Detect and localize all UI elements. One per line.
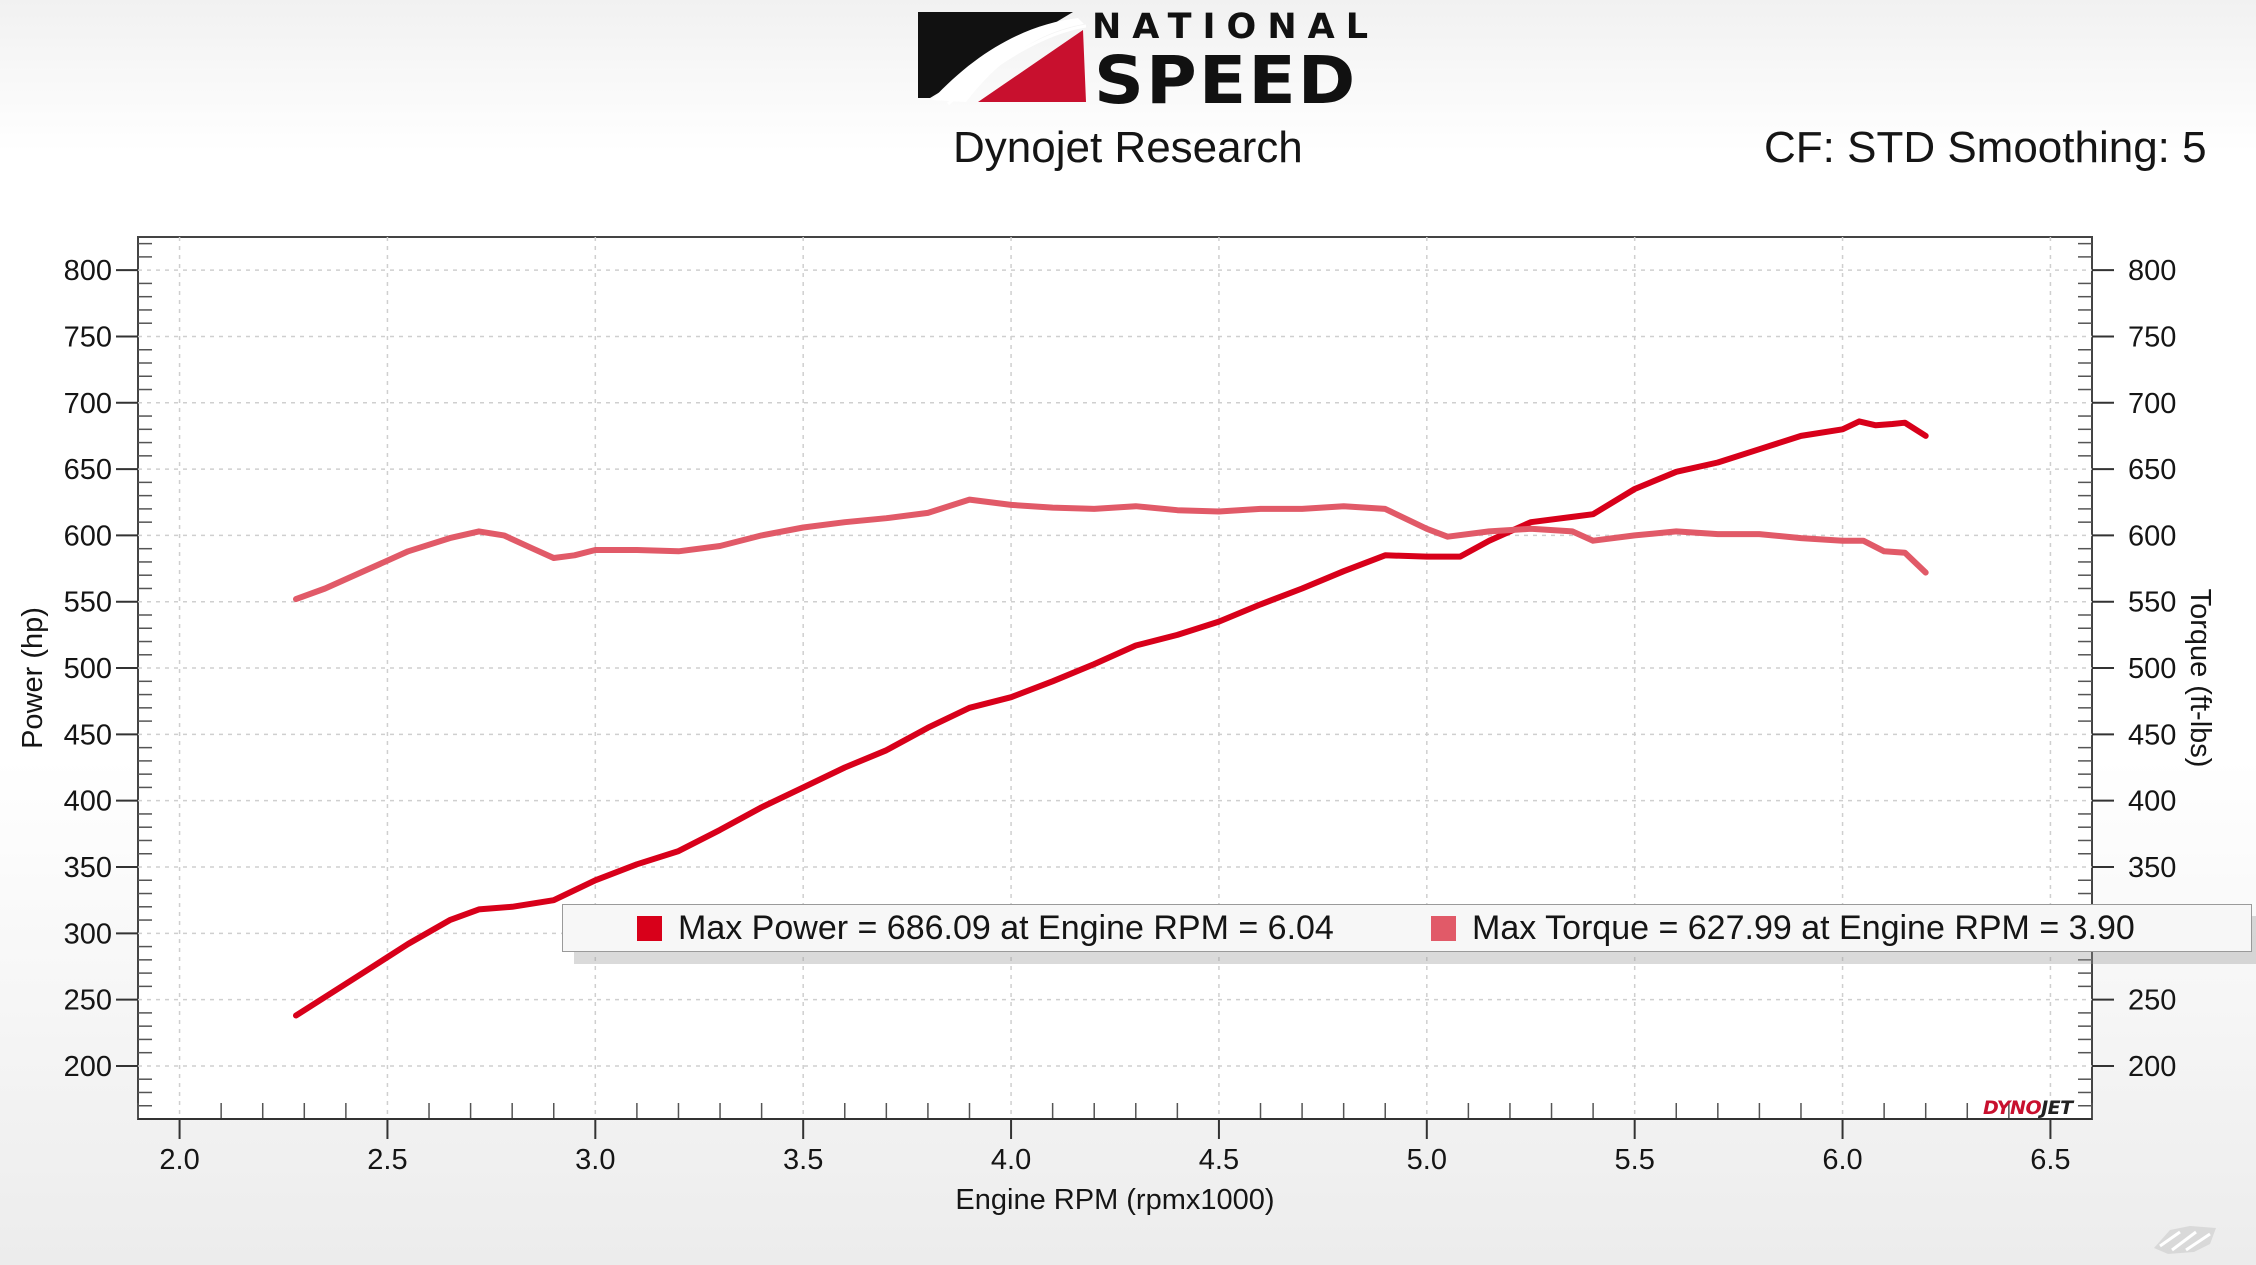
left-tick-label: 250	[64, 985, 112, 1017]
correction-settings: CF: STD Smoothing: 5	[1764, 123, 2207, 172]
left-tick-label: 300	[64, 918, 112, 950]
legend-annotation-box: Max Power = 686.09 at Engine RPM = 6.04 …	[562, 904, 2252, 952]
left-tick-label: 200	[64, 1051, 112, 1083]
brand-logo: NATIONAL SPEED	[918, 10, 1368, 114]
left-tick-label: 550	[64, 587, 112, 619]
left-tick-label: 600	[64, 520, 112, 552]
x-tick-label: 5.0	[1407, 1144, 1447, 1176]
max-torque-annotation: Max Torque = 627.99 at Engine RPM = 3.90	[1472, 909, 2135, 947]
right-tick-label: 250	[2128, 985, 2176, 1017]
x-tick-label: 6.5	[2030, 1144, 2070, 1176]
left-tick-label: 400	[64, 786, 112, 818]
torque-swatch	[1431, 915, 1456, 941]
left-tick-label: 750	[64, 321, 112, 353]
left-tick-label: 500	[64, 653, 112, 685]
series-line-power	[293, 418, 1929, 1019]
right-tick-label: 500	[2128, 653, 2176, 685]
right-tick-label: 800	[2128, 255, 2176, 287]
power-swatch	[637, 915, 662, 941]
right-tick-label: 400	[2128, 786, 2176, 818]
legend-item-torque: Max Torque = 627.99 at Engine RPM = 3.90	[1431, 909, 2135, 947]
series-layer	[293, 418, 1929, 1019]
chart-subtitle: Dynojet Research	[953, 123, 1303, 172]
brand-name-top: NATIONAL	[1092, 7, 1379, 47]
x-tick-label: 4.5	[1199, 1144, 1239, 1176]
x-tick-label: 2.5	[367, 1144, 407, 1176]
x-tick-label: 2.0	[159, 1144, 199, 1176]
left-tick-label: 650	[64, 454, 112, 486]
right-tick-label: 750	[2128, 321, 2176, 353]
left-tick-label: 350	[64, 852, 112, 884]
right-tick-label: 650	[2128, 454, 2176, 486]
right-tick-label: 350	[2128, 852, 2176, 884]
max-power-annotation: Max Power = 686.09 at Engine RPM = 6.04	[678, 909, 1334, 947]
right-tick-label: 200	[2128, 1051, 2176, 1083]
right-tick-label: 450	[2128, 719, 2176, 751]
legend-item-power: Max Power = 686.09 at Engine RPM = 6.04	[637, 909, 1334, 947]
plot-area	[137, 236, 2093, 1120]
left-tick-label: 700	[64, 388, 112, 420]
x-axis-title: Engine RPM (rpmx1000)	[955, 1184, 1274, 1216]
x-tick-label: 6.0	[1822, 1144, 1862, 1176]
right-tick-label: 550	[2128, 587, 2176, 619]
brand-name-bottom: SPEED	[1094, 42, 1358, 119]
x-tick-label: 3.5	[783, 1144, 823, 1176]
series-line-torque	[293, 496, 1929, 603]
x-tick-label: 5.5	[1615, 1144, 1655, 1176]
y-axis-title-right: Torque (ft-lbs)	[2184, 589, 2216, 768]
x-axis: 2.0 2.5 3.0 3.5 4.0 4.5 5.0 5.5 6.0 6.5	[137, 1103, 2093, 1176]
y-axis-title-left: Power (hp)	[17, 607, 49, 749]
right-tick-label: 700	[2128, 388, 2176, 420]
national-speed-logo-icon	[918, 12, 1087, 106]
left-tick-label: 800	[64, 255, 112, 287]
x-tick-label: 3.0	[575, 1144, 615, 1176]
dynojet-logo-icon: DYNOJET	[1983, 1097, 2073, 1119]
x-tick-label: 4.0	[991, 1144, 1031, 1176]
channel-watermark-icon	[2154, 1226, 2216, 1254]
left-axis: 800 750 700 650 600 550 500 450 400 350 300 250 200	[64, 242, 152, 1107]
right-tick-label: 600	[2128, 520, 2176, 552]
left-tick-label: 450	[64, 719, 112, 751]
